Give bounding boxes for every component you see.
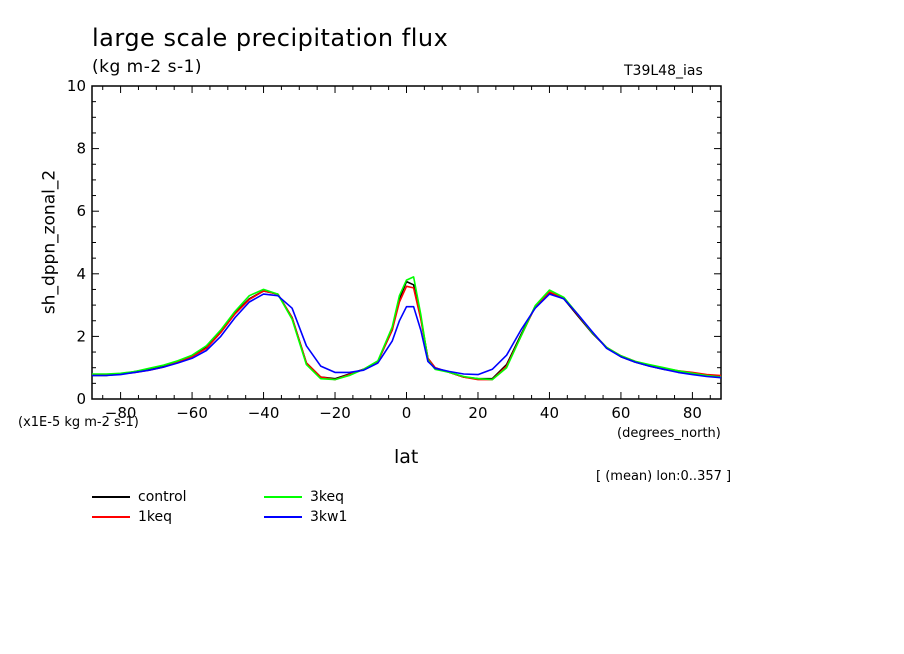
chart-units: (kg m-2 s-1)	[92, 57, 203, 77]
x-tick-label: 20	[468, 404, 487, 422]
x-axis-label: lat	[394, 446, 419, 468]
chart-title: large scale precipitation flux	[92, 24, 449, 52]
legend-swatch-3kw1	[264, 516, 302, 518]
legend-label-3keq: 3keq	[310, 489, 345, 505]
y-tick-label: 4	[76, 265, 86, 283]
x-tick-label: 60	[611, 404, 630, 422]
y-tick-label: 6	[76, 202, 86, 220]
x-tick-label: 0	[402, 404, 412, 422]
y-tick-label: 10	[67, 77, 86, 95]
run-label: T39L48_ias	[624, 63, 703, 79]
legend-label-control: control	[138, 489, 187, 505]
x-tick-label: 80	[683, 404, 702, 422]
legend-label-3kw1: 3kw1	[310, 509, 348, 525]
legend-swatch-3keq	[264, 496, 302, 498]
mean-note: [ (mean) lon:0..357 ]	[596, 469, 732, 484]
series-line-1keq	[92, 285, 722, 381]
series-line-3kw1	[92, 293, 722, 379]
y-tick-label: 8	[76, 140, 86, 158]
x-tick-label: −40	[248, 404, 280, 422]
y-tick-label: 2	[76, 327, 86, 345]
x-tick-label: −20	[319, 404, 351, 422]
x-tick-label: −80	[105, 404, 137, 422]
series-line-control	[92, 280, 722, 380]
y-tick-label: 0	[76, 390, 86, 408]
x-tick-label: −60	[176, 404, 208, 422]
plot-frame	[91, 85, 722, 400]
series-line-3keq	[92, 276, 722, 381]
legend-swatch-1keq	[92, 516, 130, 518]
legend-label-1keq: 1keq	[138, 509, 173, 525]
x-axis-unit: (degrees_north)	[617, 426, 721, 441]
scale-note: (x1E-5 kg m-2 s-1)	[18, 415, 139, 430]
x-tick-label: 40	[540, 404, 559, 422]
legend-swatch-control	[92, 496, 130, 498]
